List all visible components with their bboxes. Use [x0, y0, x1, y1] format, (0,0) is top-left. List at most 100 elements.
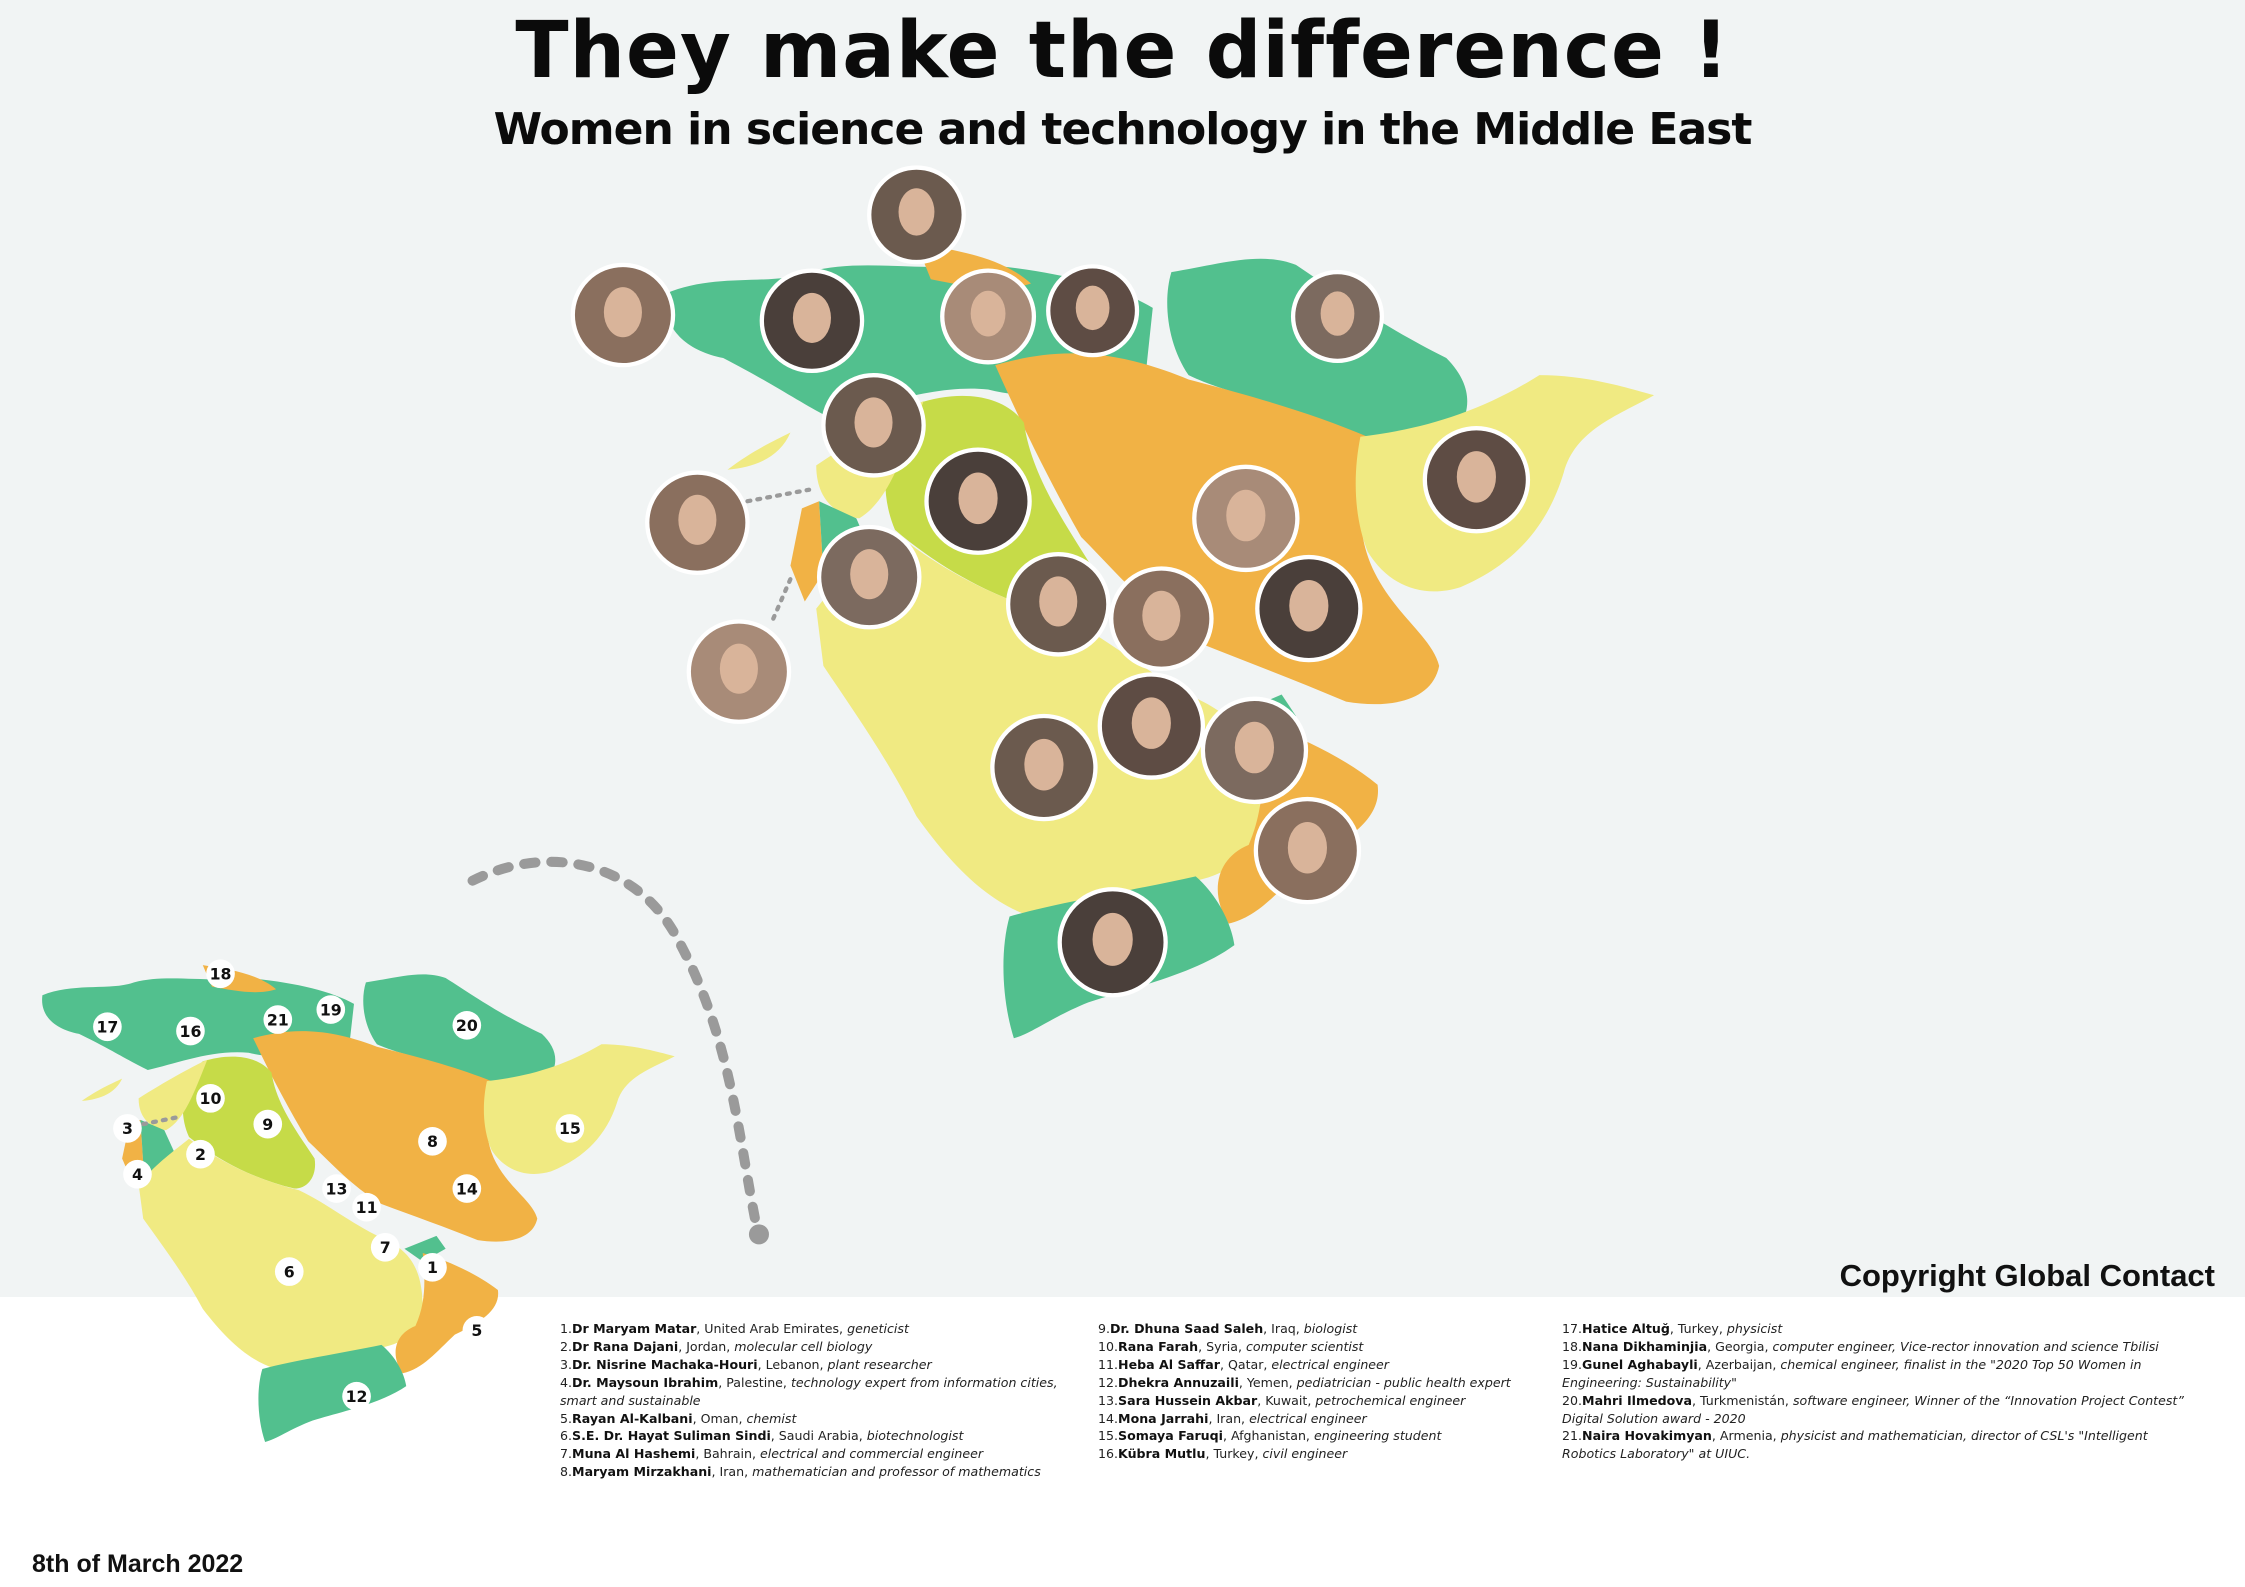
map-marker[interactable]: 16 [176, 1016, 205, 1046]
map-marker[interactable]: 21 [263, 1005, 293, 1034]
legend-name: Dr. Dhuna Saad Saleh [1110, 1321, 1264, 1336]
legend-item: 10.Rana Farah, Syria, computer scientist [1098, 1338, 1558, 1356]
portrait-face [1142, 590, 1181, 641]
legend-role: chemical engineer, finalist in the "2020… [1562, 1356, 2142, 1390]
map-marker[interactable]: 14 [452, 1174, 482, 1203]
legend-item: 5.Rayan Al-Kalbani, Oman, chemist [560, 1410, 1080, 1428]
legend-country: , Turkey, [1205, 1446, 1263, 1462]
legend-name: Mona Jarrahi [1118, 1410, 1209, 1426]
legend-number: 13. [1098, 1392, 1119, 1408]
legend-item: 11.Heba Al Saffar, Qatar, electrical eng… [1098, 1356, 1558, 1374]
dotted-connector-3 [745, 487, 812, 504]
map-marker[interactable]: 5 [462, 1316, 492, 1345]
map-marker[interactable]: 11 [352, 1192, 381, 1222]
legend-role: physicist and mathematician, director of… [1562, 1428, 2148, 1462]
legend-name: Naira Hovakimyan [1582, 1428, 1712, 1444]
legend-number: 19. [1562, 1356, 1583, 1372]
legend-country: , Georgia, [1707, 1338, 1773, 1354]
portrait-face [792, 292, 831, 343]
legend-column: 17.Hatice Altuğ, Turkey, physicist 18.Nan… [1562, 1320, 2202, 1463]
portrait-face [678, 494, 717, 545]
map-marker[interactable]: 18 [206, 959, 235, 989]
marker-number: 15 [559, 1119, 581, 1138]
marker-number: 21 [267, 1010, 289, 1029]
marker-number: 13 [326, 1179, 348, 1198]
legend-country: , Iran, [711, 1464, 753, 1480]
map-marker[interactable]: 10 [196, 1084, 225, 1113]
legend-item: 15.Somaya Faruqi, Afghanistan, engineeri… [1098, 1427, 1558, 1445]
legend-country: , Turkey, [1669, 1321, 1727, 1336]
portrait-face [719, 643, 758, 694]
legend-role: petrochemical engineer [1315, 1392, 1466, 1408]
portrait-face [1075, 285, 1110, 331]
portrait-face [1234, 721, 1275, 774]
map-marker[interactable]: 3 [113, 1114, 142, 1143]
legend-item: 4.Dr. Maysoun Ibrahim, Palestine, techno… [560, 1374, 1080, 1410]
marker-number: 16 [179, 1022, 201, 1041]
legend-country: , Bahrain, [695, 1446, 761, 1462]
marker-circle [123, 1159, 152, 1189]
map-marker[interactable]: 9 [253, 1109, 283, 1139]
map-marker[interactable]: 6 [274, 1257, 304, 1286]
legend-role: plant researcher [827, 1356, 932, 1372]
map-marker[interactable]: 12 [342, 1381, 371, 1411]
marker-circle [352, 1192, 381, 1222]
legend-number: 16. [1098, 1446, 1119, 1462]
legend-country: , Azerbaijan, [1697, 1356, 1781, 1372]
legend-country: , Iraq, [1263, 1321, 1304, 1336]
legend-name: S.E. Dr. Hayat Suliman Sindi [572, 1428, 771, 1444]
legend-role: biologist [1303, 1321, 1358, 1336]
legend-country: , Turkmenistán, [1691, 1392, 1793, 1408]
legend-role: chemist [746, 1410, 797, 1426]
dashed-curve-end-dot [748, 1224, 769, 1245]
map-marker[interactable]: 8 [418, 1126, 447, 1156]
legend-name: Rayan Al-Kalbani [572, 1410, 693, 1426]
map-marker[interactable]: 19 [316, 995, 346, 1024]
legend-name: Dr. Maysoun Ibrahim [572, 1374, 719, 1390]
map-marker[interactable]: 13 [322, 1174, 351, 1203]
legend-country: , Palestine, [718, 1374, 791, 1390]
legend-country: , Iran, [1208, 1410, 1250, 1426]
page-subtitle: Women in science and technology in the M… [493, 104, 1753, 155]
marker-number: 18 [210, 964, 232, 983]
map-marker[interactable]: 1 [418, 1253, 447, 1282]
marker-number: 19 [320, 1000, 342, 1019]
legend-column: 9.Dr. Dhuna Saad Saleh, Iraq, biologist 1… [1098, 1320, 1558, 1463]
legend-number: 21. [1562, 1428, 1583, 1444]
map-marker[interactable]: 20 [452, 1010, 482, 1040]
marker-number: 3 [122, 1119, 133, 1138]
legend-role: electrical and commercial engineer [760, 1446, 984, 1462]
legend-item: 18.Nana Dikhaminjia, Georgia, computer e… [1562, 1338, 2202, 1356]
legend-country: , Qatar, [1219, 1356, 1272, 1372]
marker-number: 8 [427, 1132, 438, 1151]
legend-item: 3.Dr. Nisrine Machaka-Houri, Lebanon, pl… [560, 1356, 1080, 1374]
legend-country: , United Arab Emirates, [696, 1321, 848, 1336]
legend-name: Maryam Mirzakhani [572, 1464, 712, 1480]
marker-number: 2 [195, 1145, 206, 1164]
legend-number: 9. [1098, 1321, 1111, 1336]
marker-circle [176, 1016, 205, 1046]
marker-circle [113, 1114, 142, 1143]
date-text: 8th of March 2022 [32, 1550, 244, 1578]
map-marker[interactable]: 15 [555, 1114, 585, 1143]
legend-item: 17.Hatice Altuğ, Turkey, physicist [1562, 1320, 2202, 1338]
legend-number: 18. [1562, 1338, 1583, 1354]
portrait-face [1131, 697, 1171, 749]
legend-number: 10. [1098, 1338, 1119, 1354]
marker-circle [418, 1253, 447, 1282]
map-marker[interactable]: 2 [186, 1139, 215, 1169]
legend-column: 1.Dr Maryam Matar, United Arab Emirates,… [560, 1320, 1080, 1481]
portrait-face [1039, 576, 1078, 627]
map-marker[interactable]: 7 [370, 1232, 400, 1262]
marker-number: 12 [346, 1387, 368, 1406]
legend-number: 15. [1098, 1428, 1119, 1444]
legend-item: 1.Dr Maryam Matar, United Arab Emirates,… [560, 1320, 1080, 1338]
map-marker[interactable]: 17 [93, 1012, 122, 1042]
legend-name: Dr Maryam Matar [572, 1321, 697, 1336]
map-marker[interactable]: 4 [123, 1159, 152, 1189]
marker-number: 17 [96, 1017, 118, 1036]
legend-role: engineering student [1313, 1428, 1442, 1444]
portrait-face [1456, 451, 1496, 503]
legend-number: 3. [560, 1356, 573, 1372]
